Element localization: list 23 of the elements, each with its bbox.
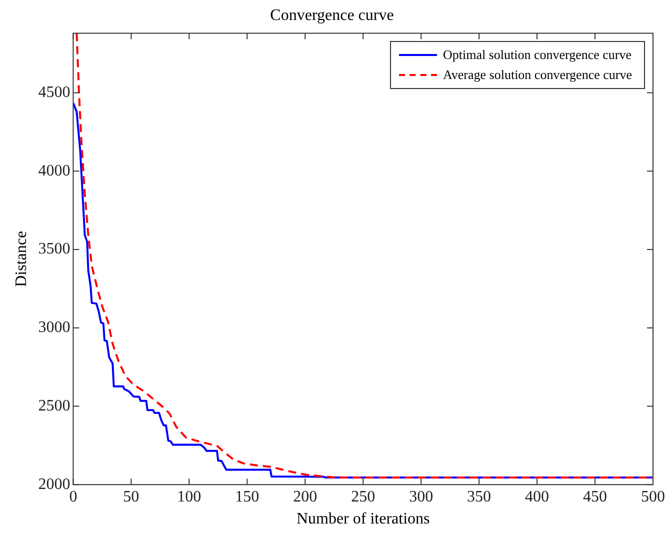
y-axis-title: Distance (12, 230, 30, 287)
y-tick-label: 4000 (38, 162, 70, 180)
x-tick-label: 300 (409, 488, 434, 506)
x-tick-label: 150 (235, 488, 260, 506)
x-tick-label: 0 (69, 488, 78, 506)
x-tick-label: 50 (123, 488, 140, 506)
y-tick-label: 4500 (38, 84, 70, 101)
x-tick-label: 350 (467, 488, 492, 506)
x-tick-label: 400 (525, 488, 550, 506)
y-tick-label: 3000 (38, 319, 70, 336)
line-series (76, 33, 653, 479)
chart-title: Convergence curve (270, 6, 394, 24)
legend-label: Optimal solution convergence curve (442, 46, 632, 64)
x-tick-label: 500 (641, 488, 665, 506)
legend-label: Average solution convergence curve (442, 66, 632, 84)
y-tick-label: 3500 (38, 240, 70, 258)
x-tick-label: 100 (177, 488, 202, 506)
x-axis-title: Number of iterations (296, 510, 430, 528)
y-tick-label: 2000 (38, 476, 70, 493)
x-tick-label: 200 (293, 488, 318, 506)
x-tick-label: 250 (351, 488, 376, 506)
x-tick-label: 450 (583, 488, 608, 506)
y-tick-label: 2500 (38, 397, 70, 414)
